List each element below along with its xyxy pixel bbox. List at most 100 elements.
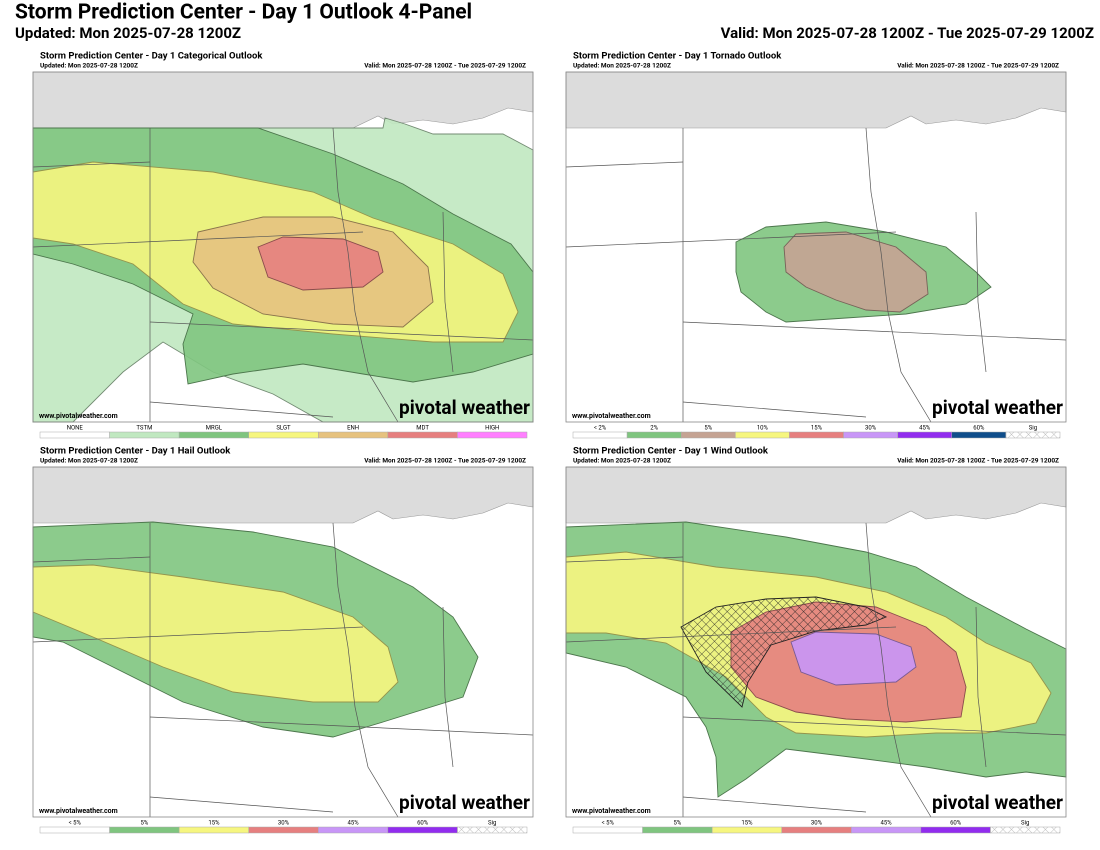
- outlook-panel: Storm Prediction Center - Day 1 Categori…: [32, 51, 534, 439]
- legend-swatch: [318, 431, 389, 439]
- panel-title: Storm Prediction Center - Day 1 Categori…: [40, 51, 263, 62]
- legend-label: 45%: [348, 820, 360, 827]
- state-border: [865, 127, 932, 423]
- state-border: [565, 231, 897, 248]
- panel-valid: Valid: Mon 2025-07-28 1200Z - Tue 2025-0…: [897, 457, 1059, 465]
- legend-swatch: [387, 431, 458, 439]
- credit: www.pivotalweather.com: [572, 412, 651, 420]
- legend-swatch: [711, 826, 782, 834]
- panel-updated: Updated: Mon 2025-07-28 1200Z: [40, 457, 138, 465]
- legend-swatch: [248, 431, 319, 439]
- state-border: [975, 606, 987, 768]
- state-border: [332, 522, 399, 818]
- map-frame: [565, 466, 1067, 818]
- logo: pivotal weather: [932, 396, 1063, 419]
- legend-swatch: [109, 431, 180, 439]
- outlook-panel: Storm Prediction Center - Day 1 Wind Out…: [565, 446, 1067, 834]
- state-border: [149, 321, 534, 341]
- legend-swatch: [109, 826, 180, 834]
- state-border: [149, 401, 334, 418]
- legend-label: Sig: [488, 820, 496, 827]
- legend-swatch: [680, 431, 736, 439]
- legend-label: 60%: [950, 820, 962, 827]
- legend-swatch: [318, 826, 389, 834]
- state-border: [149, 716, 534, 736]
- legend-label: 60%: [973, 425, 985, 432]
- map: www.pivotalweather.com pivotal weather: [565, 466, 1067, 818]
- legend-swatch: [990, 826, 1061, 834]
- legend-swatch: [851, 826, 922, 834]
- legend-swatch: [457, 431, 528, 439]
- panel-title: Storm Prediction Center - Day 1 Wind Out…: [573, 446, 769, 457]
- state-border: [865, 522, 932, 818]
- legend-swatch: [178, 431, 249, 439]
- state-border: [565, 626, 897, 643]
- legend-label: 30%: [278, 820, 290, 827]
- risk-area: [257, 236, 384, 291]
- legend-label: 2%: [650, 425, 658, 432]
- logo: pivotal weather: [932, 791, 1063, 814]
- map: www.pivotalweather.com pivotal weather: [32, 71, 534, 423]
- legend-label: 45%: [881, 820, 893, 827]
- risk-area: [790, 631, 917, 686]
- panel-updated: Updated: Mon 2025-07-28 1200Z: [40, 62, 138, 70]
- state-border: [442, 606, 454, 768]
- legend-swatch: [387, 826, 458, 834]
- logo: pivotal weather: [399, 396, 530, 419]
- map: www.pivotalweather.com pivotal weather: [32, 466, 534, 818]
- panel-title: Storm Prediction Center - Day 1 Hail Out…: [40, 446, 231, 457]
- state-border: [565, 161, 684, 168]
- legend-label: 15%: [208, 820, 220, 827]
- legend-swatch: [735, 431, 790, 439]
- page-updated: Updated: Mon 2025-07-28 1200Z: [15, 24, 241, 42]
- legend-swatch: [178, 826, 249, 834]
- legend-label: MDT: [416, 425, 429, 432]
- panel-updated: Updated: Mon 2025-07-28 1200Z: [573, 62, 671, 70]
- legend-label: 45%: [919, 425, 931, 432]
- state-border: [442, 211, 454, 373]
- outlook-panel: Storm Prediction Center - Day 1 Tornado …: [565, 51, 1067, 439]
- state-border: [32, 161, 151, 168]
- map: www.pivotalweather.com pivotal weather: [565, 71, 1067, 423]
- map-frame: [565, 71, 1067, 423]
- state-border: [32, 626, 364, 643]
- legend-swatch: [897, 431, 953, 439]
- legend-label: < 5%: [602, 820, 615, 827]
- state-border: [149, 796, 334, 813]
- state-border: [975, 211, 987, 373]
- legend-label: 15%: [811, 425, 823, 432]
- credit: www.pivotalweather.com: [572, 807, 651, 815]
- panel-valid: Valid: Mon 2025-07-28 1200Z - Tue 2025-0…: [364, 457, 526, 465]
- legend-label: 5%: [704, 425, 712, 432]
- risk-area: [680, 596, 888, 708]
- state-border: [682, 716, 1067, 736]
- credit: www.pivotalweather.com: [39, 807, 118, 815]
- legend-label: NONE: [67, 425, 84, 432]
- legend-label: 60%: [417, 820, 429, 827]
- legend-label: SLGT: [276, 425, 291, 432]
- panel-valid: Valid: Mon 2025-07-28 1200Z - Tue 2025-0…: [897, 62, 1059, 70]
- canada-area: [565, 71, 1067, 129]
- canada-area: [565, 466, 1067, 524]
- page-title: Storm Prediction Center - Day 1 Outlook …: [15, 1, 472, 25]
- panel-updated: Updated: Mon 2025-07-28 1200Z: [573, 457, 671, 465]
- page-valid: Valid: Mon 2025-07-28 1200Z - Tue 2025-0…: [721, 24, 1094, 42]
- risk-area: [783, 231, 929, 313]
- outlook-panel: Storm Prediction Center - Day 1 Hail Out…: [32, 446, 534, 834]
- map-frame: [32, 71, 534, 423]
- legend-swatch: [457, 826, 528, 834]
- legend-label: 30%: [865, 425, 877, 432]
- legend-swatch: [843, 431, 898, 439]
- credit: www.pivotalweather.com: [39, 412, 118, 420]
- legend-label: < 5%: [69, 820, 82, 827]
- legend-label: 5%: [140, 820, 148, 827]
- legend-swatch: [920, 826, 991, 834]
- legend-swatch: [572, 431, 628, 439]
- legend-label: 30%: [811, 820, 823, 827]
- legend-label: < 2%: [594, 425, 607, 432]
- legend-swatch: [642, 826, 713, 834]
- legend-label: MRGL: [206, 425, 223, 432]
- legend-label: ENH: [347, 425, 359, 432]
